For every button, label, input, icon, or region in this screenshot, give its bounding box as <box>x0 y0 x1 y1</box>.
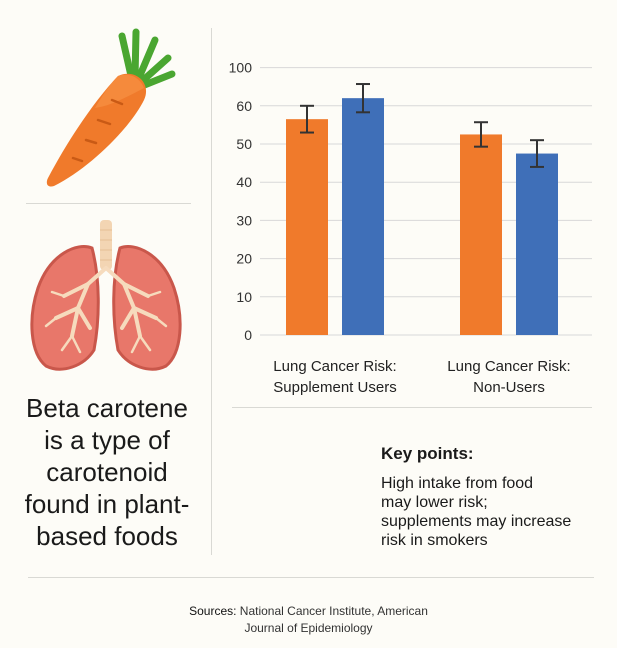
y-tick-label: 40 <box>236 174 252 190</box>
lungs-icon <box>30 220 182 371</box>
y-tick-label: 0 <box>244 327 252 343</box>
key-points-line: supplements may increase <box>381 513 572 530</box>
beta-carotene-description: Beta carotene is a type of carotenoid fo… <box>14 392 200 552</box>
sources-footer: Sources: National Cancer Institute, Amer… <box>0 603 617 637</box>
sources-line-2: Journal of Epidemiology <box>244 621 373 635</box>
key-points-line: may lower risk; <box>381 494 488 511</box>
description-line: based foods <box>36 521 178 551</box>
bar <box>460 134 502 335</box>
bar-chart: 0 10 20 30 40 50 60 100 Lung Cancer Risk: Supplem… <box>229 60 592 396</box>
y-tick-label: 10 <box>236 289 252 305</box>
bar <box>516 153 558 335</box>
category-label: Supplement Users <box>273 379 396 396</box>
left-divider <box>26 203 191 204</box>
description-line: Beta carotene <box>26 393 188 423</box>
category-label: Lung Cancer Risk: <box>273 358 396 375</box>
key-points-line: High intake from food <box>381 475 534 492</box>
key-points-title: Key points: <box>381 444 474 463</box>
category-label: Non-Users <box>473 379 545 396</box>
y-tick-label: 20 <box>236 251 252 267</box>
sources-line-1: National Cancer Institute, American <box>239 604 428 618</box>
description-line: found in plant- <box>24 489 190 519</box>
bottom-divider <box>28 577 594 578</box>
y-tick-label: 50 <box>236 136 252 152</box>
key-points-line: risk in smokers <box>381 532 488 549</box>
y-tick-label: 60 <box>236 98 252 114</box>
key-points-body: High intake from food may lower risk; su… <box>381 474 601 550</box>
y-tick-label: 30 <box>236 212 252 228</box>
carrot-icon <box>46 28 176 187</box>
y-tick-label: 100 <box>229 60 253 76</box>
description-line: is a type of <box>44 425 170 455</box>
description-line: carotenoid <box>46 457 168 487</box>
category-label: Lung Cancer Risk: <box>447 358 570 375</box>
bar <box>286 119 328 335</box>
sources-label: Sources: <box>189 604 237 618</box>
bar <box>342 98 384 335</box>
vertical-divider <box>211 28 212 555</box>
chart-divider <box>232 407 592 408</box>
